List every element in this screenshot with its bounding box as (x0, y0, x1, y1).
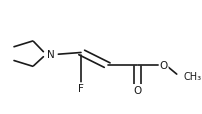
Text: F: F (78, 83, 84, 93)
Text: O: O (160, 60, 168, 70)
Text: CH₃: CH₃ (183, 71, 201, 81)
Text: O: O (133, 85, 142, 95)
Text: N: N (47, 50, 54, 60)
